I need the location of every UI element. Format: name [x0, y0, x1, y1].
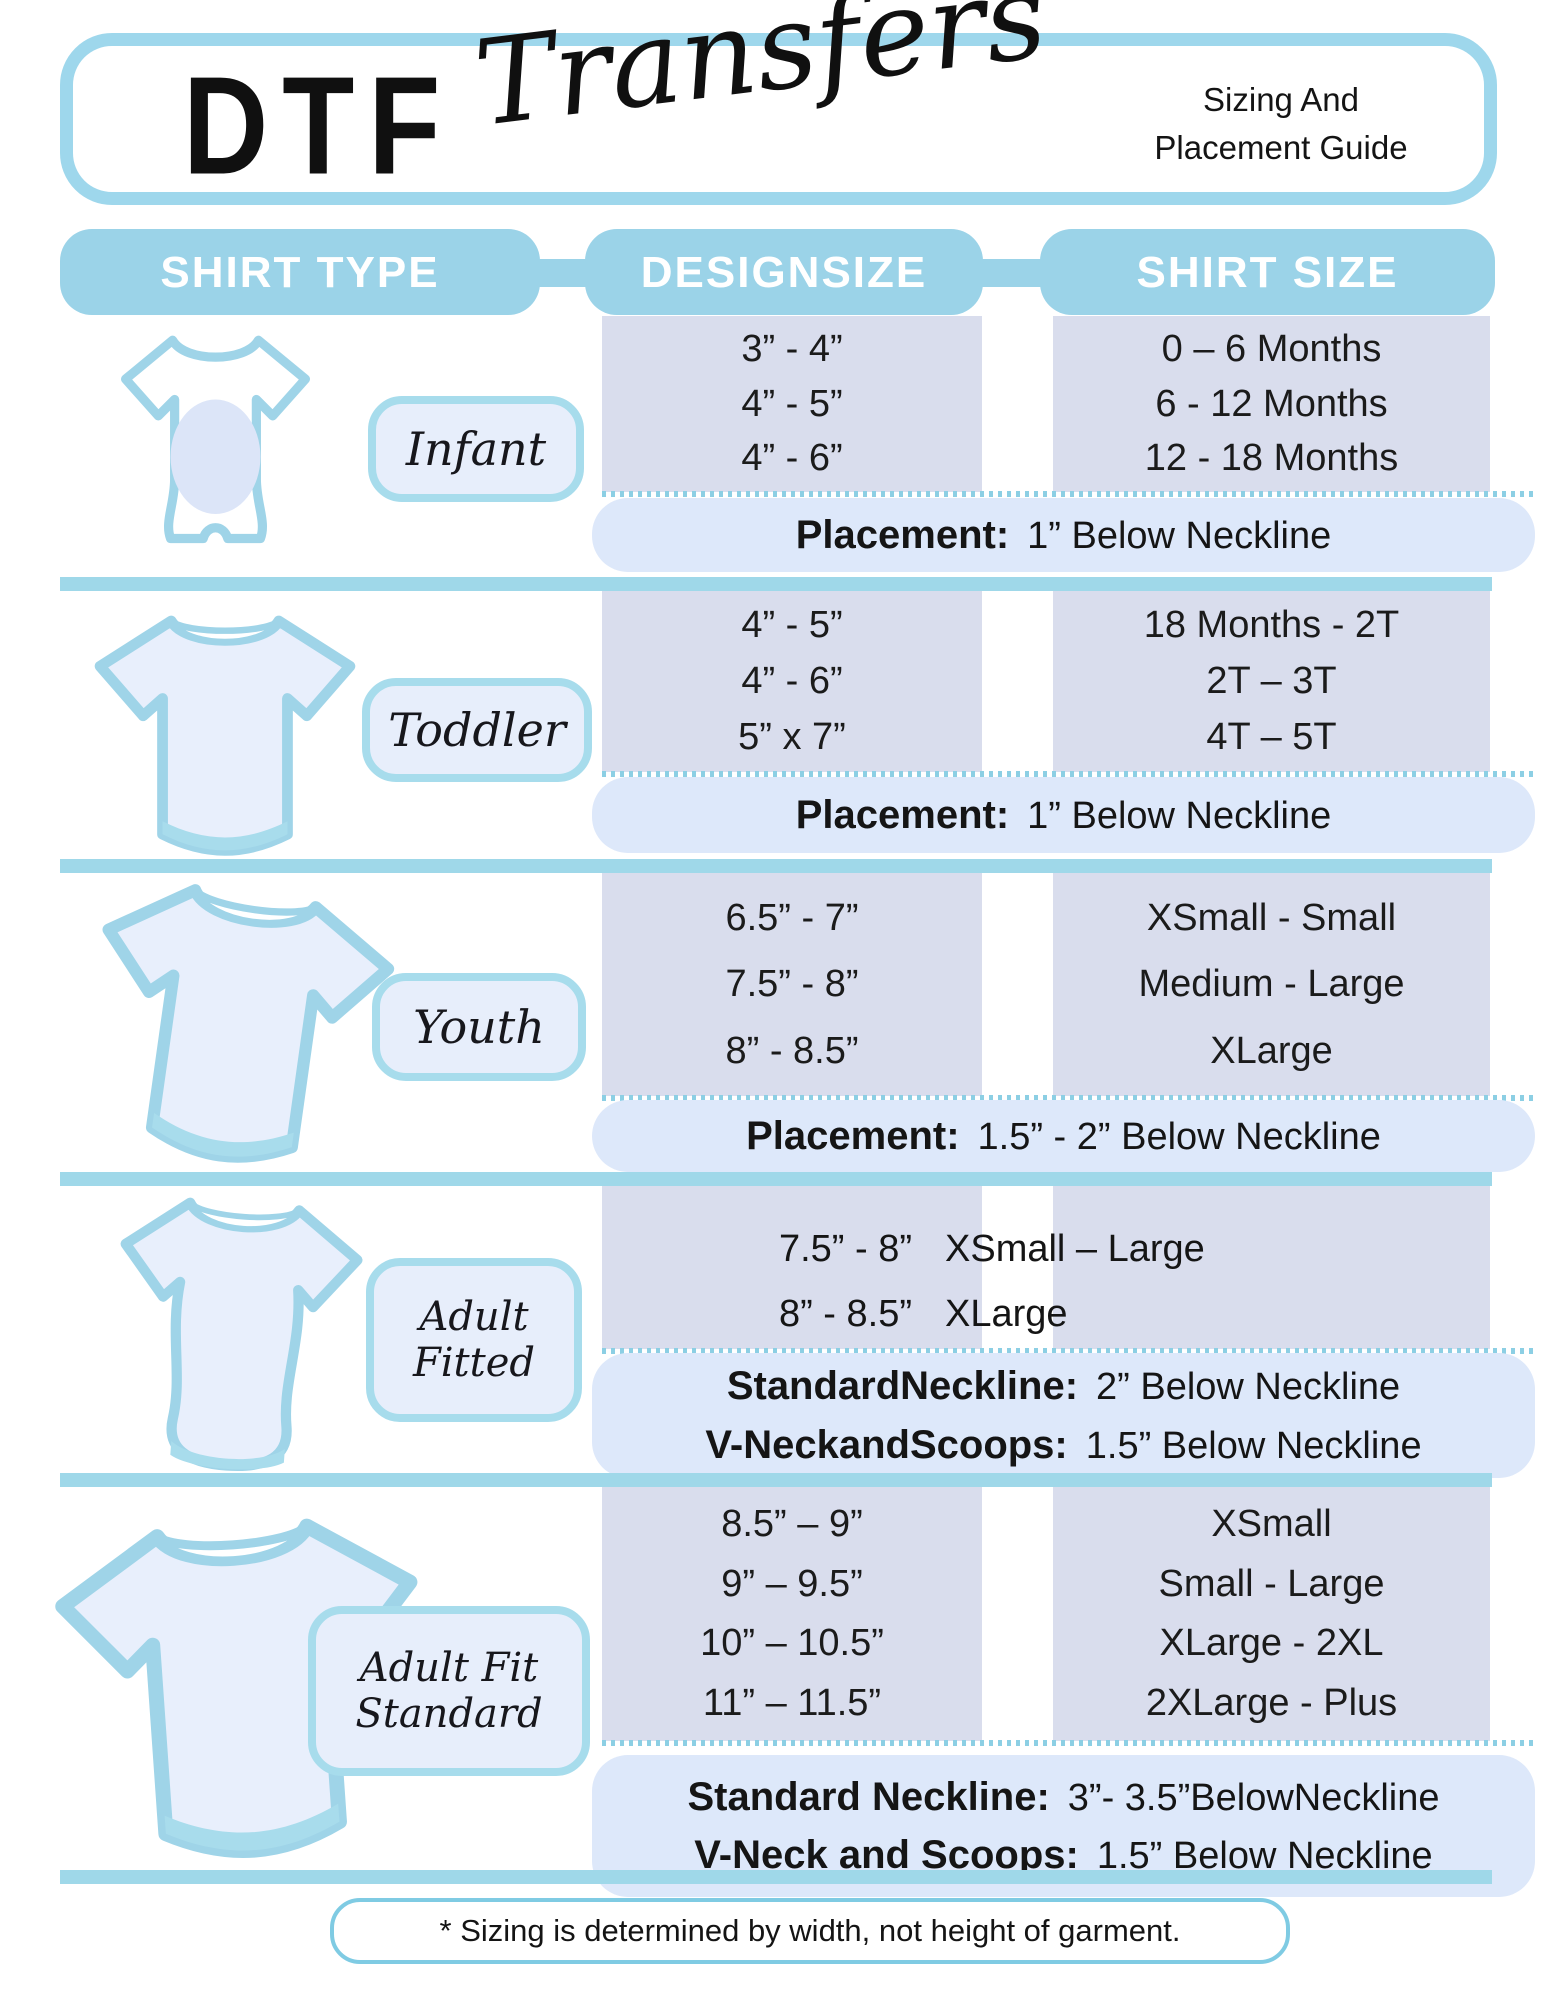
- row-label-infant: Infant: [368, 396, 584, 502]
- row-label-adult-fit-standard: Adult Fit Standard: [308, 1606, 590, 1776]
- footer-note-box: * Sizing is determined by width, not hei…: [330, 1898, 1290, 1964]
- design-size-value: 7.5” - 8”: [778, 1228, 912, 1270]
- design-size-value: 9” – 9.5”: [721, 1562, 863, 1605]
- perforation-line: [602, 771, 1535, 777]
- placement-value: 1.5” Below Neckline: [1085, 1424, 1422, 1467]
- row-label-text-line1: Adult: [419, 1294, 529, 1340]
- design-size-value: 5” x 7”: [738, 716, 846, 758]
- footer-note-text: * Sizing is determined by width, not hei…: [439, 1913, 1181, 1948]
- toddler-tshirt-icon: [85, 598, 365, 873]
- shirt-size-value: XLarge: [1210, 1029, 1333, 1072]
- header-box: [60, 33, 1497, 205]
- column-header-design-size: DESIGNSIZE: [585, 229, 983, 315]
- placement-label: V-NeckandScoops:: [705, 1422, 1068, 1467]
- design-size-value: 8” - 8.5”: [778, 1293, 912, 1335]
- placement-label: Placement:: [795, 512, 1010, 557]
- placement-value: 1” Below Neckline: [1027, 794, 1332, 837]
- shirt-size-list-infant: 0 – 6 Months 6 - 12 Months 12 - 18 Month…: [1053, 316, 1490, 492]
- placement-label: Placement:: [795, 792, 1010, 837]
- row-label-text-line2: Standard: [355, 1691, 543, 1737]
- shirt-size-value: Small - Large: [1158, 1562, 1385, 1605]
- placement-pill-youth: Placement: 1.5” - 2” Below Neckline: [592, 1100, 1535, 1172]
- shirt-size-value: 6 - 12 Months: [1155, 382, 1388, 425]
- placement-pill-toddler: Placement: 1” Below Neckline: [592, 777, 1535, 853]
- column-header-shirt-size: SHIRT SIZE: [1040, 229, 1495, 315]
- row-label-text: Infant: [405, 421, 547, 476]
- design-size-list-youth: 6.5” - 7” 7.5” - 8” 8” - 8.5”: [602, 873, 982, 1096]
- shirt-size-value: 2T – 3T: [1206, 660, 1337, 702]
- subtitle-line-1: Sizing And: [1203, 81, 1359, 118]
- guide-subtitle: Sizing And Placement Guide: [1098, 76, 1464, 172]
- row-label-toddler: Toddler: [362, 678, 592, 782]
- adult-fitted-tshirt-icon: [68, 1177, 403, 1499]
- shirt-size-value: XLarge - 2XL: [1159, 1622, 1384, 1665]
- row-divider: [60, 1172, 1492, 1186]
- design-size-strip-adult-fitted: [602, 1186, 982, 1349]
- shirt-size-list-youth: XSmall - Small Medium - Large XLarge: [1053, 873, 1490, 1096]
- placement-label: StandardNeckline:: [726, 1364, 1079, 1409]
- shirt-size-value: 18 Months - 2T: [1143, 604, 1400, 646]
- row-label-text: Toddler: [388, 702, 566, 757]
- placement-value: 2” Below Neckline: [1096, 1366, 1401, 1409]
- shirt-size-value: 0 – 6 Months: [1161, 327, 1382, 370]
- placement-label: Placement:: [746, 1113, 960, 1158]
- row-label-youth: Youth: [372, 973, 586, 1081]
- design-size-value: 4” - 5”: [741, 604, 843, 646]
- shirt-size-list-adult-standard: XSmall Small - Large XLarge - 2XL 2XLarg…: [1053, 1487, 1490, 1741]
- infant-onesie-icon: [98, 328, 333, 568]
- shirt-size-value: 4T – 5T: [1206, 716, 1337, 758]
- shirt-size-value: XSmall: [1211, 1503, 1332, 1546]
- column-header-shirt-type: SHIRT TYPE: [60, 229, 540, 315]
- row-divider: [60, 1473, 1492, 1487]
- placement-value: 1” Below Neckline: [1027, 514, 1332, 557]
- shirt-size-value: Medium - Large: [1138, 963, 1405, 1005]
- design-size-list-adult-standard: 8.5” – 9” 9” – 9.5” 10” – 10.5” 11” – 11…: [602, 1487, 982, 1741]
- design-size-value: 7.5” - 8”: [725, 963, 859, 1005]
- design-size-value: 10” – 10.5”: [700, 1622, 884, 1665]
- shirt-size-value: 12 - 18 Months: [1144, 437, 1399, 480]
- row-label-text: Youth: [413, 999, 545, 1054]
- design-size-value: 8” - 8.5”: [725, 1029, 859, 1072]
- perforation-line: [602, 491, 1535, 497]
- pill-connector: [532, 259, 594, 287]
- row-label-adult-fitted: Adult Fitted: [366, 1258, 582, 1422]
- design-size-value: 3” - 4”: [741, 327, 843, 370]
- shirt-size-list-toddler: 18 Months - 2T 2T – 3T 4T – 5T: [1053, 591, 1490, 772]
- placement-label: V-Neck and Scoops:: [694, 1833, 1079, 1877]
- perforation-line: [602, 1095, 1535, 1101]
- shirt-size-value: XSmall - Small: [1146, 896, 1397, 939]
- design-size-value: 4” - 6”: [741, 437, 843, 480]
- row-divider: [60, 1870, 1492, 1884]
- row-label-text-line2: Fitted: [413, 1340, 535, 1386]
- placement-label: Standard Neckline:: [687, 1774, 1050, 1819]
- shirt-size-strip-adult-fitted: [1053, 1186, 1490, 1349]
- design-size-value: 11” – 11.5”: [702, 1681, 882, 1724]
- shirt-size-value: XLarge: [945, 1293, 1068, 1335]
- placement-pill-adult-fitted: StandardNeckline: 2” Below Neckline V-Ne…: [592, 1353, 1535, 1478]
- subtitle-line-2: Placement Guide: [1154, 128, 1408, 166]
- pill-connector: [975, 259, 1049, 287]
- placement-pill-infant: Placement: 1” Below Neckline: [592, 498, 1535, 572]
- design-size-list-infant: 3” - 4” 4” - 5” 4” - 6”: [602, 316, 982, 492]
- design-size-value: 4” - 6”: [741, 660, 843, 702]
- youth-tshirt-icon: [56, 857, 419, 1196]
- perforation-line: [602, 1348, 1535, 1354]
- brand-title: DTF: [183, 48, 455, 205]
- design-size-value: 6.5” - 7”: [725, 896, 859, 939]
- design-size-value: 8.5” – 9”: [721, 1503, 863, 1546]
- row-label-text-line1: Adult Fit: [359, 1645, 539, 1691]
- shirt-size-value: XSmall – Large: [945, 1228, 1205, 1270]
- placement-value: 3”- 3.5”BelowNeckline: [1067, 1776, 1440, 1819]
- perforation-line: [602, 1740, 1535, 1746]
- design-size-list-toddler: 4” - 5” 4” - 6” 5” x 7”: [602, 591, 982, 772]
- row-divider: [60, 577, 1492, 591]
- row-divider: [60, 859, 1492, 873]
- design-size-value: 4” - 5”: [741, 382, 843, 425]
- placement-value: 1.5” - 2” Below Neckline: [977, 1115, 1381, 1158]
- shirt-size-value: 2XLarge - Plus: [1145, 1681, 1398, 1724]
